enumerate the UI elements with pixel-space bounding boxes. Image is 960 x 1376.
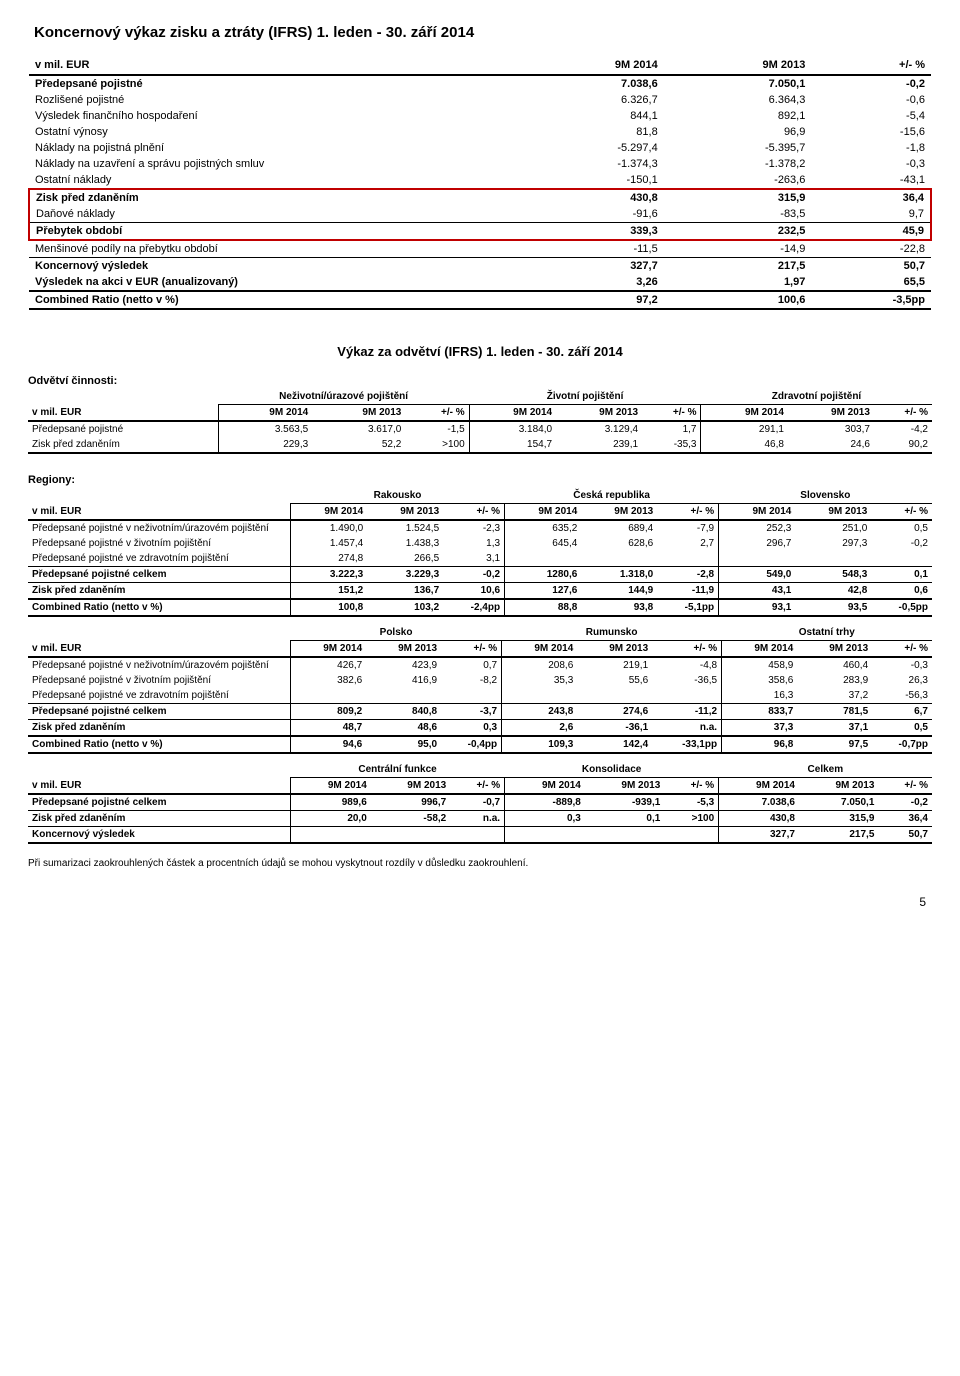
footnote: Při sumarizaci zaokrouhlených částek a p…: [28, 858, 932, 869]
segment-region-table-b: PolskoRumunskoOstatní trhyv mil. EUR9M 2…: [28, 625, 932, 754]
pl-table: v mil. EUR9M 20149M 2013+/- %Předepsané …: [28, 55, 932, 310]
regions-label: Regiony:: [28, 474, 932, 486]
segments-label: Odvětví činnosti:: [28, 375, 932, 387]
segment-region-table-c: Centrální funkceKonsolidaceCelkemv mil. …: [28, 762, 932, 844]
page-number: 5: [28, 895, 932, 909]
segment-region-table-a: RakouskoČeská republikaSlovenskov mil. E…: [28, 488, 932, 617]
page-title: Koncernový výkaz zisku a ztráty (IFRS) 1…: [34, 24, 932, 41]
segments-title: Výkaz za odvětví (IFRS) 1. leden - 30. z…: [28, 344, 932, 359]
segment-business-table: Neživotní/úrazové pojištěníŽivotní pojiš…: [28, 389, 932, 454]
